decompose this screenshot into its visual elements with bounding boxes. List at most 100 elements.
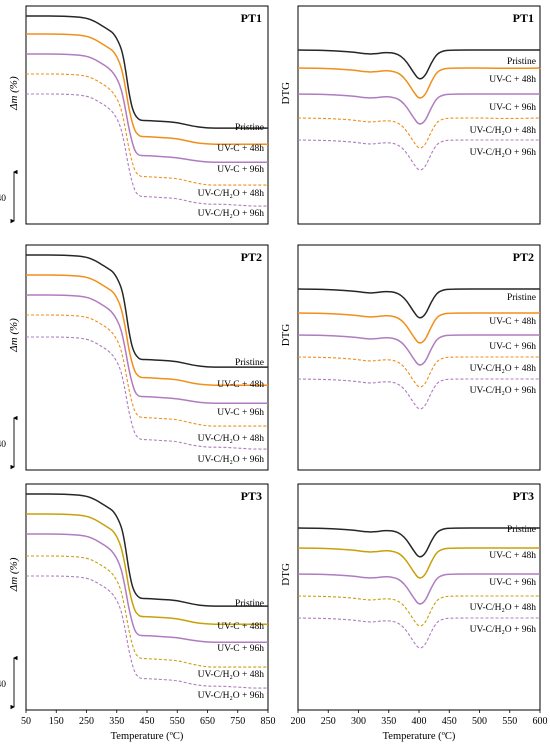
series-label: Pristine xyxy=(507,293,536,303)
series-label: UV-C + 96h xyxy=(489,578,536,588)
panel-pt2-tga: PT2 Pristine UV-C + 48h UV-C + 96h UV-C/H₂O … xyxy=(0,244,269,471)
series-label: UV-C + 96h xyxy=(217,644,264,654)
series-label: UV-C/H₂O + 96h xyxy=(198,209,265,219)
panel-pt1-dtg: PT1 Pristine UV-C + 48h UV-C + 96h UV-C/H₂O … xyxy=(280,5,541,225)
panel-title: PT1 xyxy=(513,11,534,25)
x-axis-label: Temperature (ºC) xyxy=(383,731,456,742)
series-label: UV-C/H₂O + 48h xyxy=(470,364,537,374)
panel-title: PT3 xyxy=(513,489,534,503)
series-line xyxy=(26,493,268,607)
series-label: UV-C/H₂O + 96h xyxy=(470,148,537,158)
x-tick-label: 650 xyxy=(200,716,215,727)
x-tick-label: 450 xyxy=(140,716,155,727)
x-tick-label: 300 xyxy=(351,716,366,727)
series-label: UV-C + 96h xyxy=(489,103,536,113)
series-line xyxy=(297,312,540,344)
series-line xyxy=(297,67,541,99)
x-tick-label: 150 xyxy=(49,716,64,727)
panel-title: PT3 xyxy=(241,489,262,503)
panel-frame xyxy=(25,483,269,711)
series-label: UV-C/H₂O + 96h xyxy=(470,625,537,635)
series-line xyxy=(297,573,540,605)
series-label: UV-C + 48h xyxy=(489,75,536,85)
x-tick-label: 600 xyxy=(533,716,548,727)
series-line xyxy=(26,254,268,368)
series-label: UV-C + 48h xyxy=(489,551,536,561)
panel-frame xyxy=(297,244,541,471)
y-axis-label: DTG xyxy=(280,563,292,586)
y-axis-label: Δm (%) xyxy=(8,76,20,111)
x-tick-label: 250 xyxy=(79,716,94,727)
panel-pt1-tga: PT1 Pristine UV-C + 48h UV-C + 96h UV-C/H₂O … xyxy=(0,5,269,225)
series-label: UV-C + 48h xyxy=(217,380,264,390)
panels-root: PT1 Pristine UV-C + 48h UV-C + 96h UV-C/H₂O … xyxy=(0,5,548,742)
x-tick-label: 450 xyxy=(442,716,457,727)
series-label: UV-C + 48h xyxy=(489,317,536,327)
series-label: UV-C/H₂O + 48h xyxy=(198,434,265,444)
series-label: UV-C + 48h xyxy=(217,622,264,632)
series-line xyxy=(297,93,540,125)
panel-frame xyxy=(297,5,541,225)
series-line xyxy=(26,555,268,668)
series-label: UV-C/H₂O + 48h xyxy=(198,189,265,199)
series-label: UV-C/H₂O + 48h xyxy=(470,126,537,136)
x-tick-label: 200 xyxy=(291,716,306,727)
x-tick-label: 400 xyxy=(412,716,427,727)
x-axis-label: Temperature (ºC) xyxy=(111,731,184,742)
x-tick-label: 550 xyxy=(170,716,185,727)
series-label: Pristine xyxy=(235,123,264,133)
series-label: Pristine xyxy=(507,57,536,67)
series-line xyxy=(26,575,268,689)
series-line xyxy=(26,33,268,145)
y-axis-label: DTG xyxy=(280,324,292,347)
series-line xyxy=(297,288,540,319)
series-line xyxy=(297,527,540,558)
x-tick-label: 550 xyxy=(502,716,517,727)
series-line xyxy=(25,274,268,386)
panel-frame xyxy=(25,244,269,471)
series-label: UV-C/H₂O + 96h xyxy=(470,386,537,396)
series-label: UV-C + 96h xyxy=(217,165,264,175)
panel-title: PT2 xyxy=(241,250,262,264)
series-line xyxy=(26,294,268,405)
x-tick-label: 50 xyxy=(21,716,31,727)
x-tick-label: 350 xyxy=(109,716,124,727)
series-line xyxy=(26,93,268,207)
panel-pt2-dtg: PT2 Pristine UV-C + 48h UV-C + 96h UV-C/H₂O … xyxy=(280,244,541,471)
series-line xyxy=(297,547,540,579)
x-tick-label: 850 xyxy=(261,716,276,727)
panel-frame xyxy=(25,5,269,225)
y-axis-label: Δm (%) xyxy=(8,318,20,353)
series-label: UV-C/H₂O + 48h xyxy=(470,603,537,613)
series-line xyxy=(25,15,268,129)
series-line xyxy=(25,53,268,164)
y-axis-label: DTG xyxy=(280,82,292,105)
series-line xyxy=(26,314,268,427)
series-label: Pristine xyxy=(235,599,264,609)
panel-pt3-dtg: PT3 Pristine UV-C + 48h UV-C + 96h UV-C/H₂O … xyxy=(280,483,548,742)
series-label: UV-C + 96h xyxy=(217,408,264,418)
scale-bar-label: 40 xyxy=(0,440,6,450)
scale-bar-label: 40 xyxy=(0,194,6,204)
panel-pt3-tga: PT3 Pristine UV-C + 48h UV-C + 96h UV-C/H₂O … xyxy=(0,483,276,742)
series-label: UV-C/H₂O + 96h xyxy=(198,455,265,465)
series-line xyxy=(297,334,540,366)
series-label: Pristine xyxy=(507,525,536,535)
series-label: UV-C/H₂O + 96h xyxy=(198,691,265,701)
panel-title: PT1 xyxy=(241,11,262,25)
series-label: UV-C + 96h xyxy=(489,342,536,352)
panel-title: PT2 xyxy=(513,250,534,264)
x-tick-label: 750 xyxy=(230,716,245,727)
series-label: UV-C/H₂O + 48h xyxy=(198,670,265,680)
x-tick-label: 350 xyxy=(381,716,396,727)
series-line xyxy=(26,73,268,186)
series-label: UV-C + 48h xyxy=(217,144,264,154)
x-tick-label: 500 xyxy=(472,716,487,727)
y-axis-label: Δm (%) xyxy=(8,557,20,592)
series-line xyxy=(25,336,268,450)
series-line xyxy=(25,513,268,625)
series-line xyxy=(297,49,540,80)
x-tick-label: 250 xyxy=(321,716,336,727)
scale-bar-label: 40 xyxy=(0,680,6,690)
